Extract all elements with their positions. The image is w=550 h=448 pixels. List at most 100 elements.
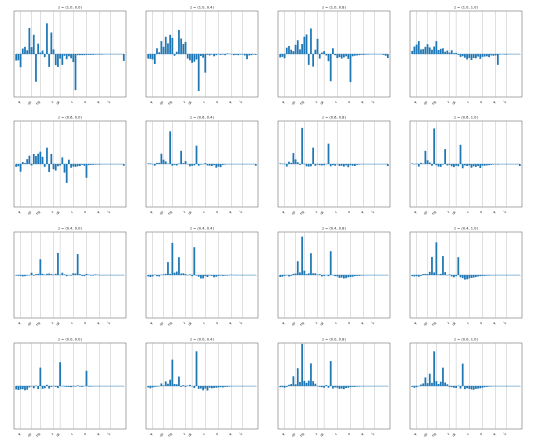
bar	[505, 54, 508, 55]
x-tick-label: k̂	[106, 99, 111, 104]
x-tick-label: tfg	[167, 432, 173, 438]
bar	[250, 54, 253, 56]
bar	[164, 36, 167, 54]
bar	[492, 54, 495, 56]
bar	[147, 386, 150, 388]
bar	[428, 373, 431, 386]
bar	[349, 164, 352, 166]
bar	[195, 145, 198, 164]
x-tick-label: qp	[27, 432, 33, 438]
bar	[321, 386, 323, 388]
bar	[197, 54, 200, 91]
bar	[485, 54, 488, 57]
x-tick-label: qp	[423, 432, 429, 438]
x-tick-label: k̂	[502, 320, 507, 325]
bar	[358, 275, 361, 276]
x-tick-label: c	[334, 432, 338, 436]
bar	[193, 164, 196, 166]
bar	[301, 127, 304, 164]
bar	[17, 164, 20, 167]
bar	[226, 275, 229, 276]
bar	[470, 164, 473, 168]
bar	[351, 386, 354, 387]
bar	[336, 275, 339, 277]
bar	[345, 164, 347, 166]
subplot-title: z = (1.0, 0.8)	[322, 6, 346, 10]
bar	[195, 54, 198, 60]
x-tick-label: z	[446, 210, 450, 214]
bar	[349, 54, 352, 83]
bar	[63, 274, 66, 275]
bar	[178, 376, 180, 386]
bar	[206, 54, 209, 55]
bar	[299, 49, 301, 54]
x-tick-label: k̂	[106, 431, 111, 436]
x-tick-label: z	[50, 432, 54, 436]
x-tick-label: σ	[215, 321, 219, 325]
x-tick-label: tfg	[299, 100, 305, 106]
bar	[294, 159, 297, 164]
bar	[215, 386, 218, 388]
bar	[470, 54, 473, 61]
bar	[65, 164, 68, 183]
bar	[160, 153, 163, 164]
bar	[215, 54, 218, 56]
bar	[329, 54, 332, 82]
bar	[384, 54, 387, 56]
bar	[424, 46, 427, 54]
x-tick-label: σ	[215, 432, 219, 436]
bar	[39, 367, 42, 386]
bar	[338, 386, 341, 389]
x-tick-label: tfg	[35, 432, 41, 438]
x-tick-label: c	[70, 321, 74, 325]
bar	[164, 161, 167, 164]
bar	[87, 54, 90, 55]
bar	[360, 54, 363, 55]
bar	[189, 274, 191, 275]
subplot-title: z = (0.0, 0.0)	[58, 338, 82, 342]
bar	[481, 54, 484, 57]
x-tick-label: c	[334, 210, 338, 214]
bar	[415, 386, 418, 388]
subplot-8: z = (0.6, 1.0) φ qp tfg z qk c σ φ k̂	[409, 116, 523, 216]
bar	[149, 54, 152, 59]
bar	[292, 376, 295, 386]
bar	[312, 54, 315, 67]
bar	[41, 50, 44, 54]
x-tick-label: qk	[319, 321, 325, 327]
bar	[81, 275, 83, 276]
x-tick-label: φ	[413, 432, 417, 436]
bar	[518, 164, 521, 167]
subplot-title: z = (0.6, 0.0)	[58, 116, 82, 120]
subplot-title: z = (0.0, 0.8)	[322, 338, 346, 342]
bar	[191, 275, 193, 277]
bar	[420, 49, 422, 54]
bar	[470, 275, 473, 278]
bar	[435, 41, 438, 54]
bar	[182, 163, 185, 164]
bar	[217, 275, 220, 276]
x-tick-label: k̂	[238, 431, 243, 436]
bar	[431, 382, 433, 386]
bar	[89, 164, 92, 165]
x-tick-label: qp	[27, 321, 33, 327]
bar	[15, 54, 18, 61]
bar	[224, 275, 226, 276]
bar	[76, 54, 79, 56]
bar	[182, 43, 185, 54]
bar	[92, 275, 94, 276]
bar	[37, 43, 40, 54]
x-tick-label: z	[182, 100, 186, 104]
x-tick-label: φ	[17, 432, 21, 436]
bar	[490, 164, 493, 165]
bar	[226, 53, 229, 54]
bar	[46, 23, 48, 54]
bar	[57, 54, 59, 67]
x-tick-label: φ	[17, 100, 21, 104]
bar	[479, 275, 482, 277]
bar	[307, 380, 310, 386]
x-tick-label: φ	[149, 321, 153, 325]
bar	[464, 275, 466, 280]
bar	[334, 275, 336, 277]
bar	[70, 54, 72, 59]
